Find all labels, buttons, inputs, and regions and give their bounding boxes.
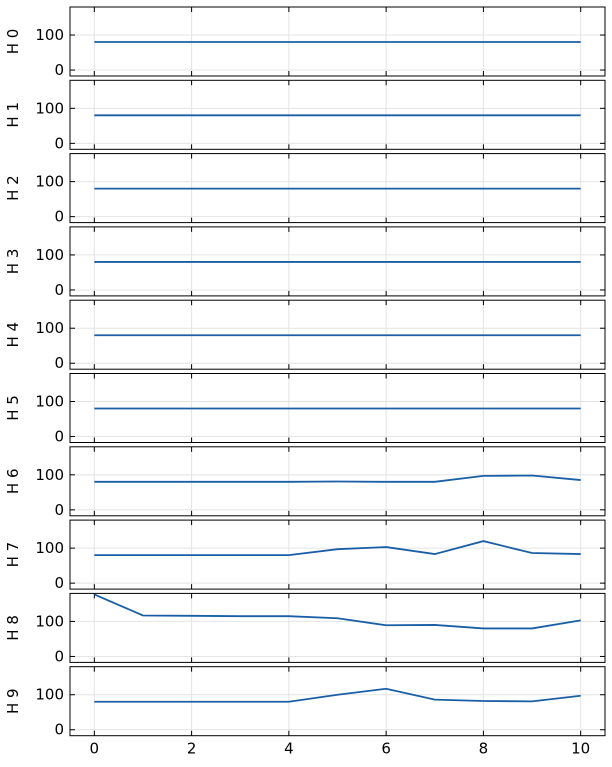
axes-frame: [69, 592, 606, 663]
axes-frame: [69, 6, 606, 77]
y-axis-label: H 1: [4, 102, 22, 128]
y-tick-label: 100: [35, 612, 64, 630]
y-tick-label: 0: [54, 134, 64, 152]
y-tick-label: 100: [35, 686, 64, 704]
axes-frame: [69, 299, 606, 370]
y-tick-label: 0: [54, 428, 64, 446]
data-line: [94, 474, 581, 483]
y-axis-label: H 6: [4, 469, 22, 495]
x-tick-label: 6: [381, 740, 391, 758]
y-tick-label: 0: [54, 208, 64, 226]
y-tick-label: 100: [35, 26, 64, 44]
y-tick-label: 0: [54, 647, 64, 665]
y-tick-label: 100: [35, 99, 64, 117]
y-tick-label: 100: [35, 466, 64, 484]
y-tick-label: 100: [35, 539, 64, 557]
y-axis-label: H 2: [4, 175, 22, 201]
y-tick-label: 0: [54, 354, 64, 372]
axes-frame: [69, 373, 606, 443]
axes-frame: [69, 519, 606, 590]
y-axis-label: H 5: [4, 395, 22, 421]
y-tick-label: 100: [35, 393, 64, 411]
y-tick-label: 0: [54, 281, 64, 299]
y-axis-label: H 8: [4, 615, 22, 641]
x-tick-label: 4: [284, 740, 294, 758]
y-tick-label: 0: [54, 501, 64, 519]
y-tick-label: 100: [35, 246, 64, 264]
x-tick-label: 2: [187, 740, 197, 758]
data-line: [93, 593, 581, 630]
axes-frame: [69, 666, 606, 737]
y-tick-label: 100: [35, 319, 64, 337]
axes-frame: [69, 153, 606, 224]
y-axis-label: H 9: [4, 688, 22, 714]
y-tick-label: 0: [54, 61, 64, 79]
axes-frame: [69, 446, 606, 517]
axes-frame: [69, 226, 606, 297]
y-tick-label: 0: [54, 721, 64, 739]
y-axis-label: H 0: [4, 29, 22, 55]
axes-frame: [69, 79, 606, 150]
x-tick-label: 8: [479, 740, 489, 758]
data-line: [94, 687, 581, 703]
x-tick-label: 0: [90, 740, 100, 758]
y-axis-label: H 7: [4, 542, 22, 568]
data-line: [94, 540, 581, 557]
y-tick-label: 0: [54, 574, 64, 592]
y-tick-label: 100: [35, 173, 64, 191]
x-tick-label: 10: [571, 740, 590, 758]
y-axis-label: H 4: [4, 322, 22, 348]
y-axis-label: H 3: [4, 249, 22, 275]
